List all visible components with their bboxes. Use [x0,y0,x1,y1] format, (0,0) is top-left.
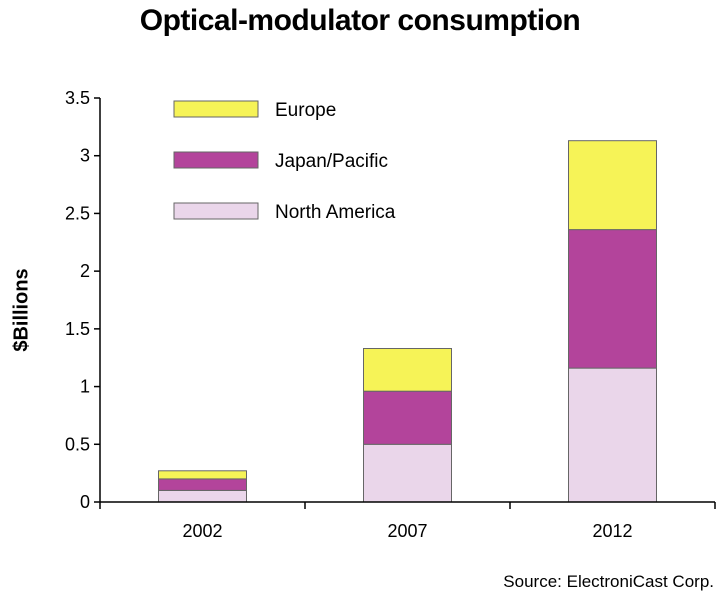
legend-swatch-japan-pacific [173,151,259,169]
y-tick-label: 0.5 [65,434,90,454]
legend-label-north-america: North America [275,202,396,223]
chart-title: Optical-modulator consumption [139,4,581,37]
axes-layer: 0 0.5 1 1.5 2 2.5 3 3.5 2002 2007 2012 [65,88,716,541]
x-tick-label-2007: 2007 [387,521,427,541]
legend-swatch-north-america [173,202,259,220]
legend-label-japan-pacific: Japan/Pacific [275,151,388,172]
legend-swatch-europe [173,100,259,118]
y-tick-label: 3.5 [65,88,90,108]
y-tick-label: 2.5 [65,203,90,223]
bar-2007-europe [363,348,452,392]
y-tick-label: 1.5 [65,319,90,339]
y-tick-label: 0 [80,492,90,512]
x-tick-label-2002: 2002 [182,521,222,541]
y-tick-label: 1 [80,377,90,397]
bar-2002-japan-pacific [158,478,247,491]
x-tick-label-2012: 2012 [592,521,632,541]
source-note: Source: ElectroniCast Corp. [503,572,714,591]
bar-2002-europe [158,470,247,480]
legend-label-europe: Europe [275,100,336,121]
bar-2002-north-america [158,490,247,503]
bar-2012-japan-pacific [568,229,657,369]
bar-2007-north-america [363,443,452,503]
bar-2012-north-america [568,367,657,503]
bar-2012-europe [568,140,657,231]
bar-2007-japan-pacific [363,390,452,445]
legend: Europe Japan/Pacific North America [173,100,396,223]
bars-layer [158,140,657,503]
y-tick-label: 3 [80,146,90,166]
y-tick-label: 2 [80,261,90,281]
